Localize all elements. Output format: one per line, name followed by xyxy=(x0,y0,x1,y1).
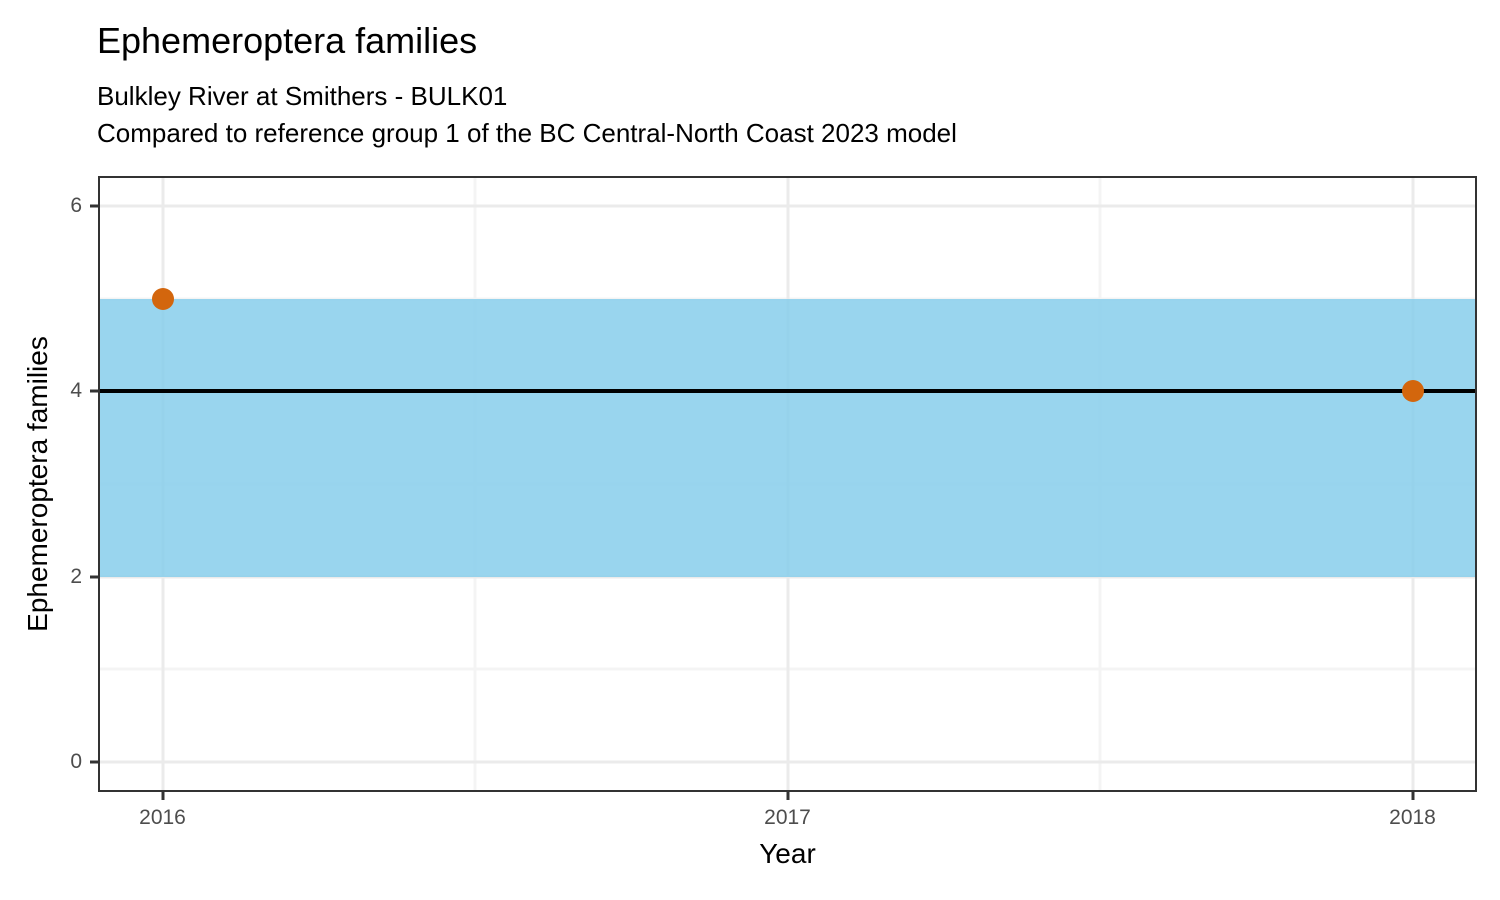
y-tick-label: 0 xyxy=(70,750,82,774)
data-point xyxy=(1401,380,1424,403)
y-axis-tick xyxy=(90,760,99,764)
y-axis-tick xyxy=(90,575,99,579)
chart-panel: 2016 2017 2018 0 2 4 6 xyxy=(70,176,1477,829)
chart-header: Ephemeroptera families Bulkley River at … xyxy=(97,20,957,152)
reference-line xyxy=(100,389,1475,394)
x-tick-label: 2018 xyxy=(1389,806,1436,829)
chart-subtitle-line1: Bulkley River at Smithers - BULK01 xyxy=(97,81,508,111)
x-tick-label: 2016 xyxy=(139,806,186,829)
x-axis-tick xyxy=(1411,791,1414,800)
y-axis-title: Ephemeroptera families xyxy=(22,336,53,632)
chart-subtitle: Bulkley River at Smithers - BULK01 Compa… xyxy=(97,78,957,152)
plot-area xyxy=(100,178,1475,790)
data-point xyxy=(151,287,174,310)
chart-subtitle-line2: Compared to reference group 1 of the BC … xyxy=(97,118,957,148)
chart-title: Ephemeroptera families xyxy=(97,20,478,61)
y-axis-tick xyxy=(90,389,99,393)
y-axis-tick xyxy=(90,204,99,208)
reference-band xyxy=(100,298,1475,577)
x-tick-label: 2017 xyxy=(764,806,811,829)
x-axis-tick xyxy=(161,791,164,800)
y-tick-label: 2 xyxy=(70,564,82,588)
x-axis-title: Year xyxy=(759,838,816,869)
y-tick-label: 4 xyxy=(70,379,82,403)
y-tick-label: 6 xyxy=(70,193,82,217)
x-axis-tick xyxy=(786,791,789,800)
